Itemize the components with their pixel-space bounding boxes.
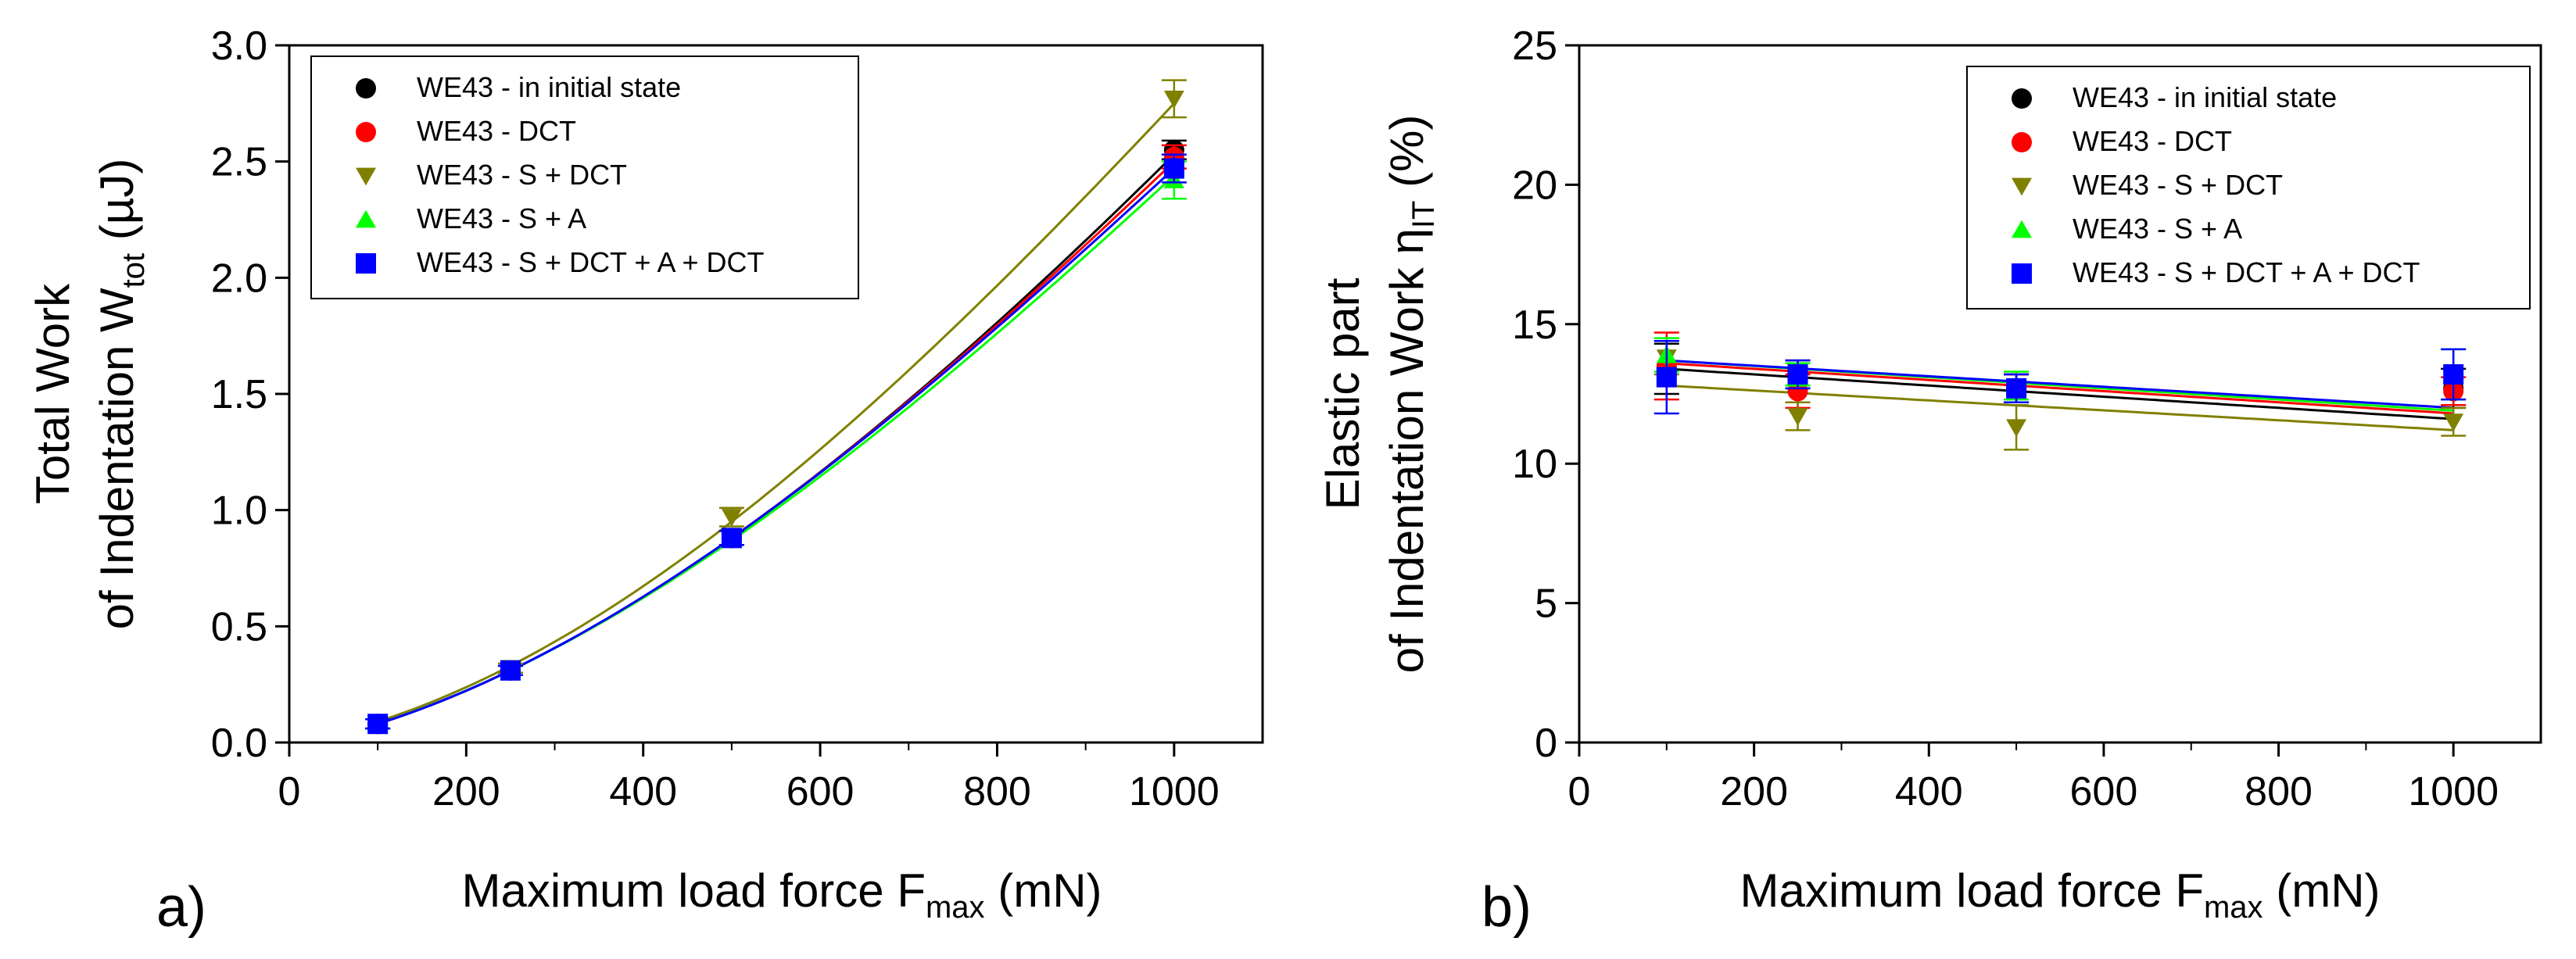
legend-label: WE43 - DCT [2073, 125, 2232, 157]
data-point [721, 528, 742, 549]
x-tick-label-a: 1000 [1129, 769, 1220, 814]
legend-label: WE43 - in initial state [2073, 81, 2337, 113]
series-a-4 [365, 153, 1187, 735]
data-point [2006, 378, 2027, 399]
fit-curve-b-0 [1666, 367, 2454, 420]
legend-label: WE43 - DCT [417, 115, 576, 147]
legend-a: WE43 - in initial state WE43 - DCT WE43 - … [310, 55, 859, 299]
legend-marker [356, 167, 376, 186]
x-tick-label-a: 600 [786, 769, 854, 814]
data-point [1656, 367, 1677, 388]
panel-label-b: b) [1481, 876, 1532, 939]
legend-box [310, 55, 859, 299]
legend-marker [356, 78, 376, 98]
legend-marker [2012, 263, 2032, 284]
y-axis-title-unit: (%) [1381, 115, 1433, 201]
y-tick-label-a: 2.5 [211, 140, 267, 185]
y-tick-label-b: 10 [1512, 442, 1557, 487]
y-tick-label-a: 3.0 [211, 23, 267, 69]
fit-curve-b-1 [1666, 362, 2454, 415]
series-b-2 [1653, 339, 2467, 451]
data-point [1787, 364, 1808, 385]
legend-b: WE43 - in initial state WE43 - DCT WE43 - … [1966, 66, 2531, 310]
legend-marker [356, 209, 376, 228]
legend-box [1966, 66, 2531, 310]
y-axis-title-unit: (µJ) [91, 159, 143, 253]
y-tick-label-b: 0 [1535, 721, 1557, 766]
series-b-4 [1653, 339, 2467, 415]
chart-a-svg: 0 200 400 600 800 1000 0.0 0.5 1.0 1.5 2.0 2.5 3.0 Ma… [27, 23, 1264, 939]
legend-marker [2012, 177, 2032, 196]
x-axis-title-a: Maximum load force Fmax (mN) [461, 864, 1102, 925]
chart-panel-b: 0 200 400 600 800 1000 0 5 10 15 20 25 Maximum load … [1290, 0, 2576, 959]
chart-panel-a: 0 200 400 600 800 1000 0.0 0.5 1.0 1.5 2.0 2.5 3.0 Ma… [27, 23, 1264, 939]
x-tick-label-a: 800 [963, 769, 1031, 814]
x-tick-label-b: 0 [1568, 769, 1591, 814]
y-tick-label-a: 0.5 [211, 604, 267, 649]
x-axis-title-unit: (mN) [2263, 864, 2381, 917]
data-point [2443, 364, 2464, 385]
x-tick-label-b: 600 [2070, 769, 2138, 814]
series-b-3 [1653, 337, 2467, 401]
legend-label: WE43 - in initial state [417, 71, 681, 103]
legend-label: WE43 - S + DCT + A + DCT [2073, 256, 2420, 288]
y-tick-label-a: 1.0 [211, 488, 267, 534]
legend-marker [2012, 220, 2032, 238]
y-tick-label-a: 2.0 [211, 256, 267, 301]
y-axis-title-line1-b: Elastic part [1317, 277, 1369, 510]
x-axis-title-main: Maximum load force F [461, 864, 926, 917]
legend-label: WE43 - S + DCT [2073, 169, 2283, 201]
data-point [2443, 413, 2464, 432]
x-axis-title-subscript: max [926, 890, 985, 925]
x-tick-label-a: 200 [432, 769, 500, 814]
panel-label-a: a) [156, 876, 206, 939]
x-axis-title-b: Maximum load force Fmax (mN) [1739, 864, 2380, 925]
y-axis-title-line2-main: of Indentation W [91, 288, 143, 629]
y-axis-title-line1: Elastic part [1317, 277, 1369, 510]
y-tick-label-b: 15 [1512, 302, 1557, 348]
y-axis-title-line2-main: of Indentation Work η [1381, 228, 1433, 673]
y-axis-title-subscript: IT [1406, 201, 1441, 229]
data-point [1163, 158, 1184, 179]
legend-marker [356, 253, 376, 274]
y-axis-title-line1: Total Work [27, 283, 79, 504]
x-tick-label-a: 0 [278, 769, 301, 814]
data-point [367, 714, 389, 735]
legend-label: WE43 - S + A [2073, 213, 2242, 245]
y-axis-title-line2-a: of Indentation Wtot (µJ) [91, 159, 151, 630]
data-point [500, 660, 521, 681]
y-tick-label-a: 1.5 [211, 372, 267, 417]
x-tick-label-b: 200 [1720, 769, 1788, 814]
fit-curve-b-2 [1666, 384, 2454, 431]
y-tick-label-b: 25 [1512, 23, 1557, 69]
plot-frame-b [1578, 44, 2542, 744]
x-tick-label-b: 800 [2245, 769, 2313, 814]
x-axis-title-subscript: max [2204, 890, 2263, 925]
chart-b-svg: 0 200 400 600 800 1000 0 5 10 15 20 25 Maximum load … [1317, 23, 2542, 939]
legend-label: WE43 - S + A [417, 202, 586, 234]
data-point [2006, 419, 2027, 438]
y-axis-title-subscript: tot [116, 253, 151, 288]
legend-label: WE43 - S + DCT [417, 159, 627, 191]
legend-marker [356, 122, 376, 142]
legend-marker [2012, 88, 2032, 109]
x-axis-title-main: Maximum load force F [1739, 864, 2204, 917]
data-point [1787, 408, 1808, 426]
x-tick-label-a: 400 [609, 769, 677, 814]
fit-curve-b-4 [1666, 359, 2454, 410]
y-tick-label-a: 0.0 [211, 721, 267, 766]
data-point [721, 509, 742, 527]
y-axis-title-line2-b: of Indentation Work ηIT (%) [1381, 115, 1441, 674]
legend-label: WE43 - S + DCT + A + DCT [417, 246, 764, 278]
y-tick-label-b: 5 [1535, 581, 1557, 627]
y-tick-label-b: 20 [1512, 163, 1557, 208]
x-tick-label-b: 400 [1895, 769, 1963, 814]
y-axis-title-line1-a: Total Work [27, 283, 79, 504]
data-point [1163, 90, 1184, 109]
x-tick-label-b: 1000 [2408, 769, 2499, 814]
legend-marker [2012, 132, 2032, 152]
x-axis-title-unit: (mN) [985, 864, 1102, 917]
